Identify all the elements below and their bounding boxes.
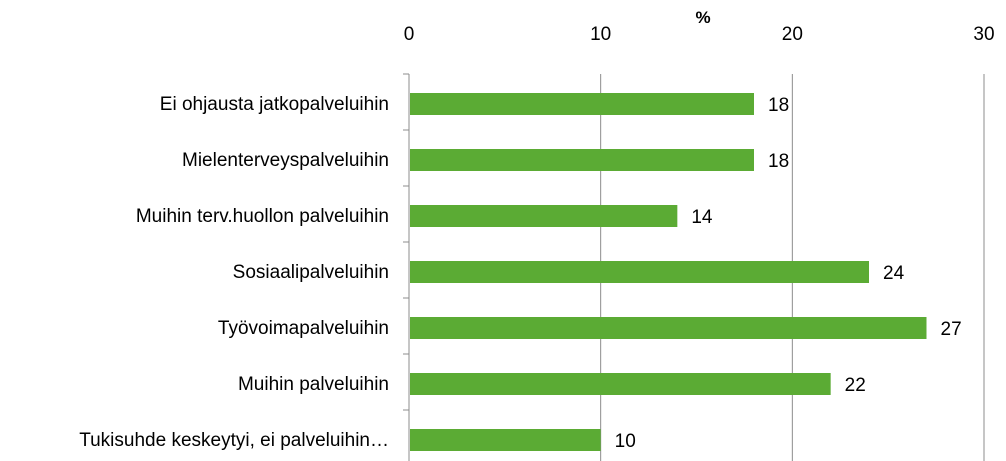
data-labels: 18 18 14 24 27 22 10 [615, 95, 962, 452]
category-labels: Ei ohjausta jatkopalveluihin Mielentervey… [79, 94, 389, 451]
data-label: 24 [883, 263, 905, 284]
data-label: 14 [691, 207, 713, 228]
bar [410, 317, 927, 339]
category-label: Tukisuhde keskeytyi, ei palveluihin… [79, 430, 389, 451]
category-label: Ei ohjausta jatkopalveluihin [160, 94, 389, 115]
category-label: Työvoimapalveluihin [218, 318, 389, 339]
unit-label: % [695, 8, 710, 27]
category-label: Muihin palveluihin [238, 374, 389, 395]
bar [410, 373, 831, 395]
bar [410, 205, 678, 227]
data-label: 18 [768, 95, 789, 116]
data-label: 18 [768, 151, 789, 172]
category-label: Muihin terv.huollon palveluihin [136, 206, 389, 227]
category-label: Sosiaalipalveluihin [233, 262, 389, 283]
category-label: Mielenterveyspalveluihin [182, 150, 389, 171]
tick-label: 0 [404, 24, 415, 45]
tick-label: 10 [590, 24, 611, 45]
tick-label: 30 [973, 24, 994, 45]
bar [410, 429, 601, 451]
tick-labels: 0 10 20 30 [404, 24, 995, 45]
bars [410, 93, 927, 451]
tick-label: 20 [782, 24, 803, 45]
data-label: 27 [941, 319, 962, 340]
category-axis [403, 73, 410, 461]
bar [410, 261, 869, 283]
bar [410, 93, 754, 115]
bar [410, 149, 754, 171]
data-label: 10 [615, 431, 636, 452]
data-label: 22 [845, 375, 866, 396]
